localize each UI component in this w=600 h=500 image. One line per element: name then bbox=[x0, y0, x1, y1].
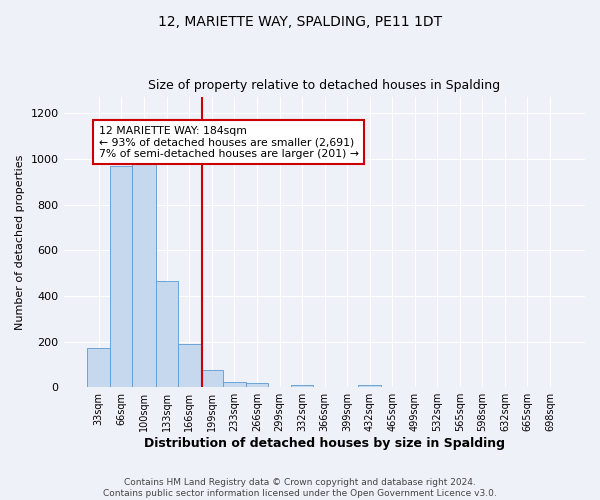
Bar bbox=[291, 385, 313, 387]
X-axis label: Distribution of detached houses by size in Spalding: Distribution of detached houses by size … bbox=[144, 437, 505, 450]
Bar bbox=[246, 383, 268, 387]
Bar bbox=[200, 370, 223, 387]
Bar bbox=[178, 344, 200, 387]
Bar bbox=[133, 159, 155, 387]
Text: Contains HM Land Registry data © Crown copyright and database right 2024.
Contai: Contains HM Land Registry data © Crown c… bbox=[103, 478, 497, 498]
Text: 12, MARIETTE WAY, SPALDING, PE11 1DT: 12, MARIETTE WAY, SPALDING, PE11 1DT bbox=[158, 15, 442, 29]
Title: Size of property relative to detached houses in Spalding: Size of property relative to detached ho… bbox=[148, 79, 500, 92]
Text: 12 MARIETTE WAY: 184sqm
← 93% of detached houses are smaller (2,691)
7% of semi-: 12 MARIETTE WAY: 184sqm ← 93% of detache… bbox=[98, 126, 359, 159]
Y-axis label: Number of detached properties: Number of detached properties bbox=[15, 154, 25, 330]
Bar bbox=[155, 281, 178, 387]
Bar bbox=[223, 382, 246, 387]
Bar bbox=[87, 348, 110, 387]
Bar bbox=[358, 385, 381, 387]
Bar bbox=[110, 166, 133, 387]
